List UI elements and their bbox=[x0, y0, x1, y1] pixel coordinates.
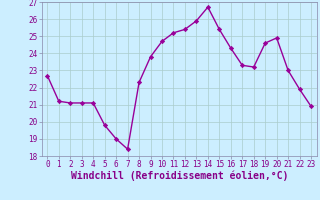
X-axis label: Windchill (Refroidissement éolien,°C): Windchill (Refroidissement éolien,°C) bbox=[70, 171, 288, 181]
